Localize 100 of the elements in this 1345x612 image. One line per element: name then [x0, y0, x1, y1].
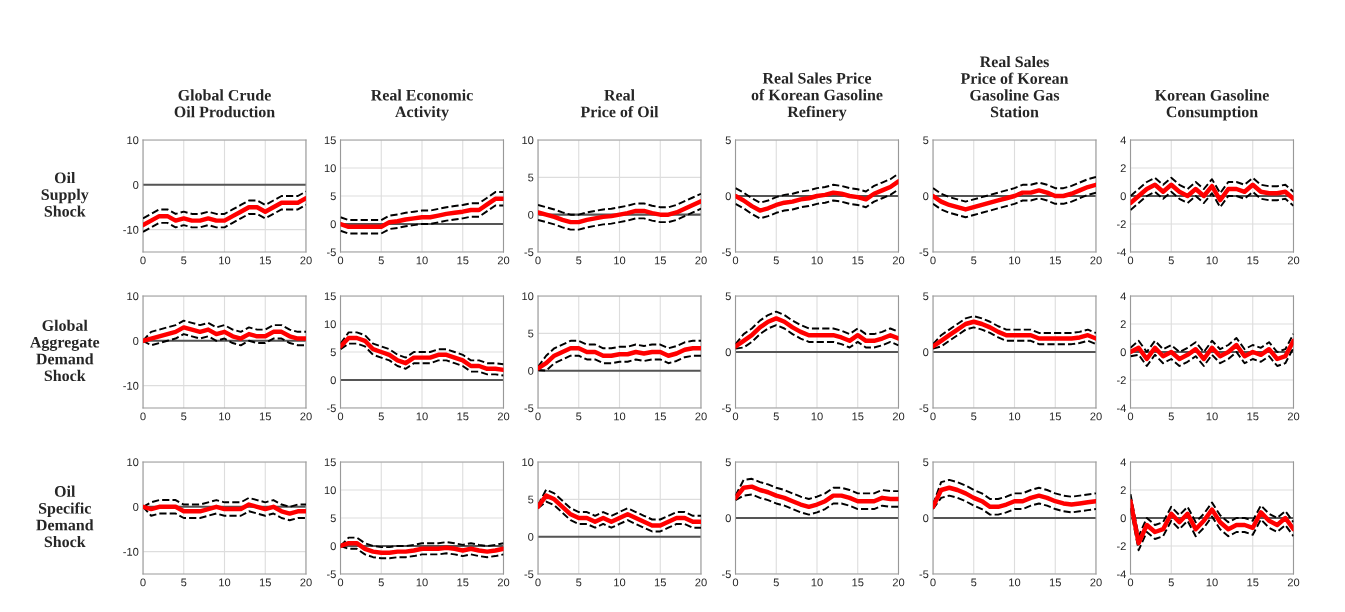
x-tick-label: 10: [416, 412, 428, 421]
x-tick-label: 15: [259, 256, 271, 265]
x-tick-label: 15: [457, 412, 469, 421]
y-tick-label: -5: [721, 404, 731, 413]
y-tick-label: 0: [133, 503, 139, 511]
x-tick-label: 5: [1168, 256, 1174, 265]
y-axis-title: Oil Specific Demand Shock: [36, 485, 94, 548]
x-tick-label: 10: [1206, 256, 1218, 265]
chart-title: Real Price of Oil: [580, 89, 659, 118]
y-tick-label: -2: [1116, 542, 1126, 551]
x-tick-label: 0: [732, 412, 739, 421]
x-tick-label: 0: [337, 578, 344, 587]
y-tick-label: -5: [326, 248, 336, 257]
y-tick-label: 5: [330, 348, 336, 357]
y-tick-label: 0: [923, 514, 929, 523]
y-tick-label: 5: [528, 173, 534, 182]
y-tick-label: 15: [324, 458, 336, 467]
y-tick-label: 0: [923, 192, 929, 201]
x-tick-label: 0: [1127, 412, 1134, 421]
y-tick-label: 10: [127, 458, 139, 467]
x-tick-label: 5: [378, 256, 384, 265]
y-tick-label: 0: [528, 532, 534, 541]
y-tick-label: 4: [1120, 458, 1127, 467]
x-tick-label: 15: [1247, 412, 1259, 421]
y-axis-title: Global Aggregate Demand Shock: [30, 319, 100, 382]
y-tick-label: 0: [725, 192, 731, 201]
chart-title: Global Crude Oil Production: [174, 89, 275, 118]
x-tick-label: 20: [892, 256, 905, 265]
x-tick-label: 0: [535, 578, 541, 587]
x-tick-label: 20: [300, 412, 312, 421]
x-tick-label: 5: [971, 578, 977, 587]
x-tick-label: 10: [1206, 578, 1218, 587]
x-tick-label: 10: [416, 256, 428, 265]
x-tick-label: 15: [1247, 256, 1259, 265]
x-tick-label: 15: [852, 578, 864, 587]
y-tick-label: 0: [725, 514, 731, 523]
y-tick-label: -5: [721, 248, 731, 257]
x-tick-label: 10: [811, 256, 823, 265]
y-tick-label: 2: [1120, 164, 1126, 173]
x-tick-label: 0: [930, 578, 936, 587]
x-tick-label: 5: [576, 412, 582, 421]
y-tick-label: 15: [324, 136, 336, 145]
x-tick-label: 5: [378, 578, 384, 587]
x-tick-label: 20: [300, 578, 312, 587]
x-tick-label: 0: [930, 412, 936, 421]
y-tick-label: 10: [324, 486, 336, 495]
y-tick-label: -4: [1116, 248, 1127, 257]
y-axis-title: Oil Supply Shock: [41, 172, 89, 217]
y-tick-label: 5: [528, 329, 534, 338]
y-tick-label: 10: [522, 458, 534, 467]
y-tick-label: -5: [524, 404, 534, 413]
x-tick-label: 10: [614, 578, 626, 587]
y-tick-label: 0: [1120, 514, 1126, 523]
x-tick-label: 0: [337, 412, 344, 421]
x-tick-label: 20: [1287, 578, 1300, 587]
y-tick-label: -5: [524, 248, 534, 257]
x-tick-label: 0: [930, 256, 936, 265]
x-tick-label: 10: [811, 578, 823, 587]
y-tick-label: 5: [725, 458, 731, 467]
x-tick-label: 10: [219, 578, 231, 587]
y-tick-label: 0: [528, 210, 534, 219]
x-tick-label: 5: [1168, 412, 1174, 421]
x-tick-label: 20: [300, 256, 312, 265]
x-tick-label: 5: [971, 412, 977, 421]
x-tick-label: 20: [497, 256, 510, 265]
y-tick-label: -5: [326, 404, 336, 413]
y-tick-label: -10: [123, 381, 139, 390]
x-tick-label: 10: [219, 412, 231, 421]
x-tick-label: 5: [773, 578, 779, 587]
x-tick-label: 20: [892, 578, 905, 587]
y-tick-label: 0: [330, 376, 336, 385]
x-tick-label: 5: [181, 578, 187, 587]
x-tick-label: 0: [1127, 256, 1134, 265]
x-tick-label: 15: [654, 256, 666, 265]
y-tick-label: 0: [330, 220, 336, 229]
y-tick-label: -10: [123, 547, 139, 556]
y-tick-label: -5: [919, 248, 929, 257]
y-tick-label: 5: [923, 136, 929, 145]
x-tick-label: 10: [219, 256, 231, 265]
x-tick-label: 10: [416, 578, 428, 587]
y-tick-label: 5: [330, 514, 336, 523]
y-tick-label: -5: [721, 570, 731, 579]
x-tick-label: 20: [1090, 256, 1102, 265]
x-tick-label: 5: [773, 412, 779, 421]
y-tick-label: 10: [127, 292, 139, 301]
y-tick-label: 2: [1120, 486, 1126, 495]
x-tick-label: 15: [259, 412, 271, 421]
x-tick-label: 0: [535, 256, 541, 265]
x-tick-label: 15: [852, 412, 864, 421]
y-tick-label: 5: [725, 136, 731, 145]
y-tick-label: 10: [324, 164, 336, 173]
x-tick-label: 20: [695, 256, 707, 265]
x-tick-label: 15: [1049, 256, 1061, 265]
x-tick-label: 20: [1287, 412, 1300, 421]
x-tick-label: 15: [852, 256, 864, 265]
y-tick-label: 0: [725, 348, 731, 357]
y-tick-label: 10: [127, 136, 139, 145]
y-tick-label: 0: [133, 337, 139, 345]
x-tick-label: 10: [614, 412, 626, 421]
y-tick-label: 4: [1120, 292, 1127, 301]
